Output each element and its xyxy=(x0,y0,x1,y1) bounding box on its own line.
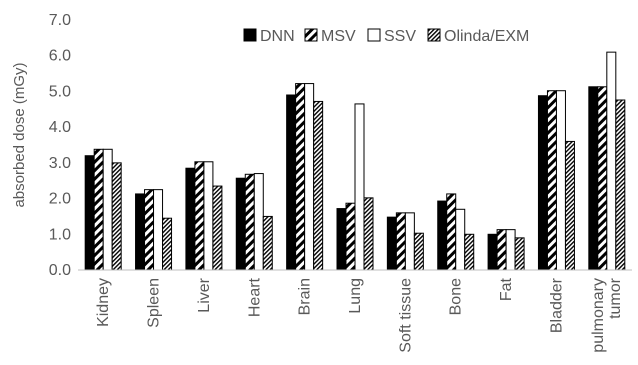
bar-dnn xyxy=(185,167,196,271)
bar-ssv xyxy=(203,161,214,271)
legend-label: SSV xyxy=(384,28,416,45)
y-tick-label: 5.0 xyxy=(49,83,71,100)
svg-text:Spleen: Spleen xyxy=(146,278,163,328)
bar-dnn xyxy=(588,86,599,271)
svg-text:Liver: Liver xyxy=(196,277,213,312)
bar-ssv xyxy=(354,103,365,271)
bar-dnn xyxy=(537,95,548,271)
bar-ssv xyxy=(404,212,415,271)
x-tick-label: Fat xyxy=(498,277,515,301)
bar-olinda-exm xyxy=(262,215,273,271)
legend-label: MSV xyxy=(321,28,356,45)
bar-ssv xyxy=(253,173,264,271)
legend-item-olinda-exm: Olinda/EXM xyxy=(427,28,529,45)
x-tick-label: Bone xyxy=(448,278,465,315)
legend-swatch xyxy=(367,28,381,42)
legend-item-dnn: DNN xyxy=(243,28,295,45)
bar-msv xyxy=(546,90,557,271)
bar-msv xyxy=(446,193,457,271)
bar-olinda-exm xyxy=(162,217,173,271)
legend-swatch xyxy=(304,28,318,42)
bar-dnn xyxy=(84,155,95,271)
bar-ssv xyxy=(102,148,113,271)
bar-dnn xyxy=(286,94,297,271)
x-tick-label: Brain xyxy=(297,278,314,315)
bar-dnn xyxy=(135,193,146,271)
bar-msv xyxy=(395,212,406,271)
x-tick-label: Lung xyxy=(347,278,364,314)
bar-olinda-exm xyxy=(615,99,626,271)
bars xyxy=(84,51,626,271)
y-tick-label: 4.0 xyxy=(49,119,71,136)
x-tick-label: Heart xyxy=(246,277,263,317)
x-tick-label: Kidney xyxy=(95,278,112,327)
bar-ssv xyxy=(153,189,164,271)
y-axis-title: absorbed dose (mGy) xyxy=(11,62,28,207)
bar-dnn xyxy=(235,177,246,271)
svg-text:Soft tissue: Soft tissue xyxy=(397,278,414,353)
x-tick-label: Soft tissue xyxy=(397,278,414,353)
x-tick-label: Liver xyxy=(196,277,213,312)
bar-msv xyxy=(295,83,306,271)
bar-olinda-exm xyxy=(313,100,324,271)
bar-ssv xyxy=(555,90,566,271)
bar-msv xyxy=(496,229,507,271)
bar-msv xyxy=(345,202,356,271)
svg-text:pulmonarytumor: pulmonarytumor xyxy=(590,277,624,352)
svg-text:Kidney: Kidney xyxy=(95,278,112,327)
bar-msv xyxy=(194,161,205,271)
bar-olinda-exm xyxy=(413,232,424,271)
bar-dnn xyxy=(487,233,498,271)
y-tick-label: 7.0 xyxy=(49,12,71,29)
y-axis: 0.0 1.0 2.0 3.0 4.0 5.0 6.0 7.0 xyxy=(49,12,71,279)
svg-text:Bone: Bone xyxy=(448,278,465,315)
legend-item-ssv: SSV xyxy=(367,28,416,45)
svg-text:Lung: Lung xyxy=(347,278,364,314)
x-tick-label: pulmonarytumor xyxy=(590,277,624,352)
y-tick-label: 1.0 xyxy=(49,226,71,243)
bar-olinda-exm xyxy=(212,185,223,271)
legend-swatch xyxy=(427,28,441,42)
legend-swatch xyxy=(243,28,257,42)
x-axis-labels: Kidney Spleen Liver Heart Brain Lung Soft tiss… xyxy=(95,277,624,352)
y-tick-label: 0.0 xyxy=(49,262,71,279)
bar-msv xyxy=(597,86,608,271)
svg-text:Fat: Fat xyxy=(498,277,515,301)
legend-item-msv: MSV xyxy=(304,28,356,45)
bar-olinda-exm xyxy=(111,162,122,271)
bar-msv xyxy=(93,148,104,271)
svg-text:Brain: Brain xyxy=(297,278,314,315)
y-tick-label: 6.0 xyxy=(49,48,71,65)
bar-msv xyxy=(244,173,255,271)
bar-ssv xyxy=(455,208,466,271)
bar-olinda-exm xyxy=(363,197,374,271)
bar-ssv xyxy=(304,83,315,271)
bar-msv xyxy=(144,189,155,271)
bar-olinda-exm xyxy=(564,140,575,271)
legend-label: DNN xyxy=(260,28,295,45)
bar-olinda-exm xyxy=(464,233,475,271)
y-tick-label: 3.0 xyxy=(49,155,71,172)
legend: DNN MSV SSV Olinda/EXM xyxy=(243,28,529,45)
bar-ssv xyxy=(505,229,516,271)
bar-ssv xyxy=(606,51,617,271)
svg-text:Heart: Heart xyxy=(246,277,263,317)
svg-text:Bladder: Bladder xyxy=(548,277,565,333)
bar-dnn xyxy=(386,216,397,271)
bar-dnn xyxy=(336,208,347,271)
legend-label: Olinda/EXM xyxy=(444,28,529,45)
bar-dnn xyxy=(437,200,448,271)
bar-olinda-exm xyxy=(514,237,525,271)
x-tick-label: Bladder xyxy=(548,277,565,333)
x-tick-label: Spleen xyxy=(146,278,163,328)
y-tick-label: 2.0 xyxy=(49,191,71,208)
